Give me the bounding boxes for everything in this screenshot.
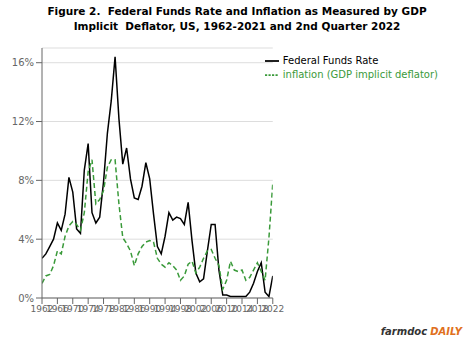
svg-text:2006: 2006 bbox=[199, 304, 223, 315]
svg-text:1962: 1962 bbox=[30, 304, 54, 315]
svg-text:1982: 1982 bbox=[107, 304, 131, 315]
svg-text:1966: 1966 bbox=[45, 304, 69, 315]
svg-text:1986: 1986 bbox=[122, 304, 146, 315]
svg-text:1970: 1970 bbox=[61, 304, 85, 315]
svg-text:2002: 2002 bbox=[184, 304, 208, 315]
svg-text:1994: 1994 bbox=[153, 304, 177, 315]
svg-text:0%: 0% bbox=[18, 293, 34, 304]
html-text:Federal Funds Rate: Federal Funds Rate bbox=[282, 55, 379, 66]
svg-text:1974: 1974 bbox=[76, 304, 100, 315]
html-text:Figure 2. Federal Funds Rate a: Figure 2. Federal Funds Rate and Inflati… bbox=[47, 5, 427, 17]
svg-text:1990: 1990 bbox=[138, 304, 162, 315]
svg-text:12%: 12% bbox=[12, 116, 34, 127]
html-text:Implicit Deflator, US, 1962-20: Implicit Deflator, US, 1962-2021 and 2nd… bbox=[73, 20, 401, 32]
svg-text:2022: 2022 bbox=[261, 304, 284, 314]
svg-text:2014: 2014 bbox=[230, 304, 254, 315]
svg-text:1978: 1978 bbox=[92, 304, 115, 315]
html-text:farmdoc DAILY: farmdoc DAILY bbox=[380, 326, 462, 337]
svg-text:16%: 16% bbox=[12, 57, 34, 68]
svg-text:2018: 2018 bbox=[245, 304, 269, 315]
html-text:inflation (GDP implicit deflat: inflation (GDP implicit deflator) bbox=[282, 69, 438, 80]
svg-text:1998: 1998 bbox=[169, 304, 192, 315]
svg-text:4%: 4% bbox=[18, 234, 34, 245]
svg-text:8%: 8% bbox=[18, 175, 34, 186]
svg-text:2010: 2010 bbox=[215, 304, 239, 315]
